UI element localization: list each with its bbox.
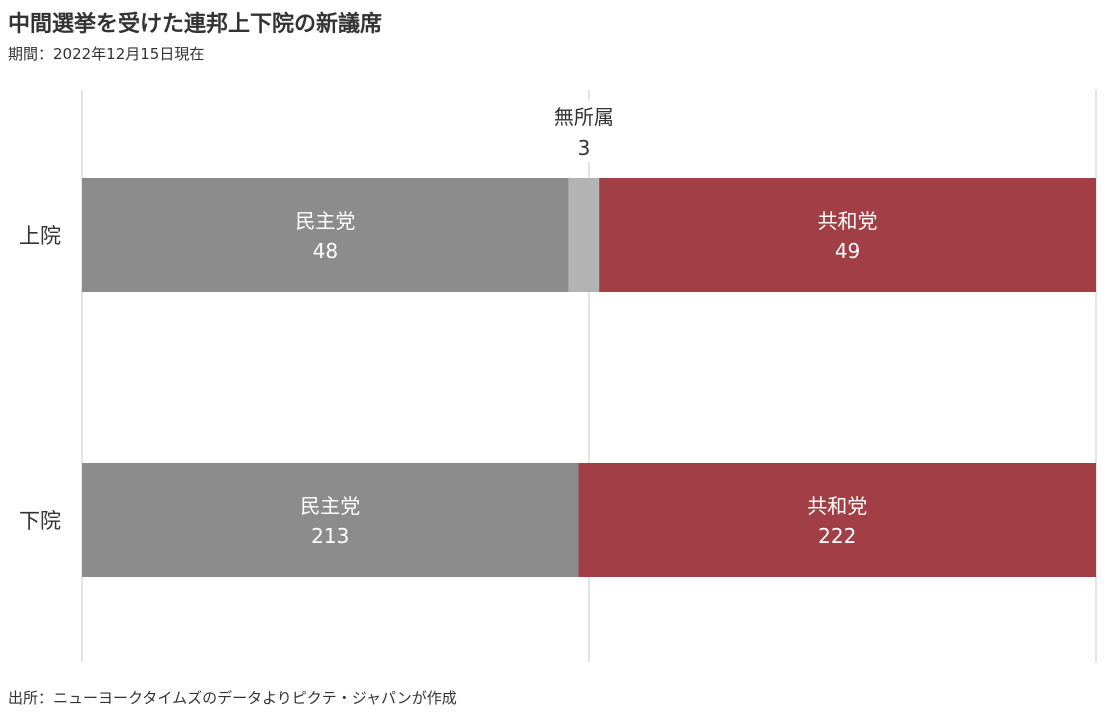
- segment-value-label: 48: [313, 239, 338, 263]
- chart-subtitle: 期間：2022年12月15日現在: [8, 45, 205, 63]
- bar-segment: [568, 178, 600, 292]
- bar-segment: [82, 463, 579, 577]
- segment-name-label: 共和党: [818, 209, 878, 233]
- bar-segment: [82, 178, 569, 292]
- category-label: 上院: [19, 224, 61, 248]
- annotation-name-label: 無所属: [554, 105, 614, 129]
- bar-segment: [599, 178, 1096, 292]
- annotation-value-label: 3: [578, 136, 591, 160]
- segment-value-label: 49: [835, 239, 860, 263]
- segment-value-label: 213: [311, 524, 349, 548]
- annotation-background: [543, 100, 624, 162]
- bar-segment: [578, 463, 1096, 577]
- segment-name-label: 共和党: [807, 494, 867, 518]
- segment-name-label: 民主党: [295, 209, 355, 233]
- segment-value-label: 222: [818, 524, 856, 548]
- chart-title: 中間選挙を受けた連邦上下院の新議席: [8, 12, 383, 37]
- source-note: 出所：ニューヨークタイムズのデータよりピクテ・ジャパンが作成: [8, 689, 457, 707]
- category-label: 下院: [19, 509, 61, 533]
- segment-name-label: 民主党: [300, 494, 360, 518]
